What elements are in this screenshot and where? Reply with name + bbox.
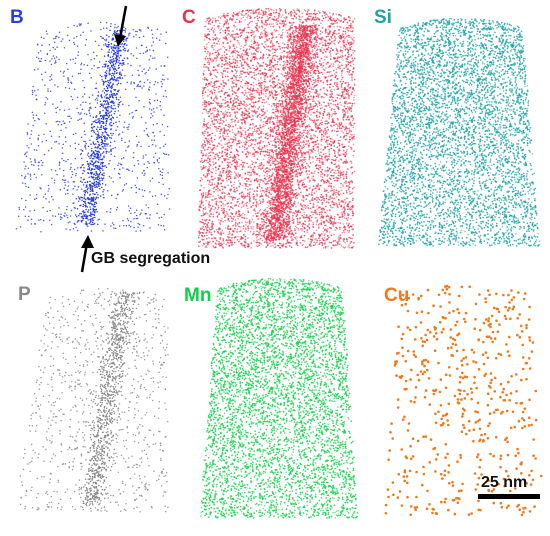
- atom-map-mn: [200, 277, 359, 519]
- panel-label-mn: Mn: [184, 286, 211, 305]
- panel-label-b: B: [10, 8, 24, 27]
- atom-map-cu: [384, 284, 543, 517]
- scale-bar: [478, 494, 540, 499]
- panel-label-si: Si: [374, 8, 392, 27]
- arrow-down-icon: [114, 5, 128, 47]
- arrow-up-icon: [80, 235, 94, 273]
- scale-bar-label: 25 nm: [481, 474, 527, 492]
- panel-label-c: C: [182, 8, 196, 27]
- atom-map-c: [198, 7, 356, 249]
- atom-map-si: [378, 17, 541, 247]
- atom-map-p: [19, 287, 169, 513]
- gb-segregation-label: GB segregation: [91, 250, 210, 268]
- panel-label-p: P: [18, 285, 31, 304]
- panel-label-cu: Cu: [384, 286, 409, 305]
- atom-map-b: [15, 21, 171, 233]
